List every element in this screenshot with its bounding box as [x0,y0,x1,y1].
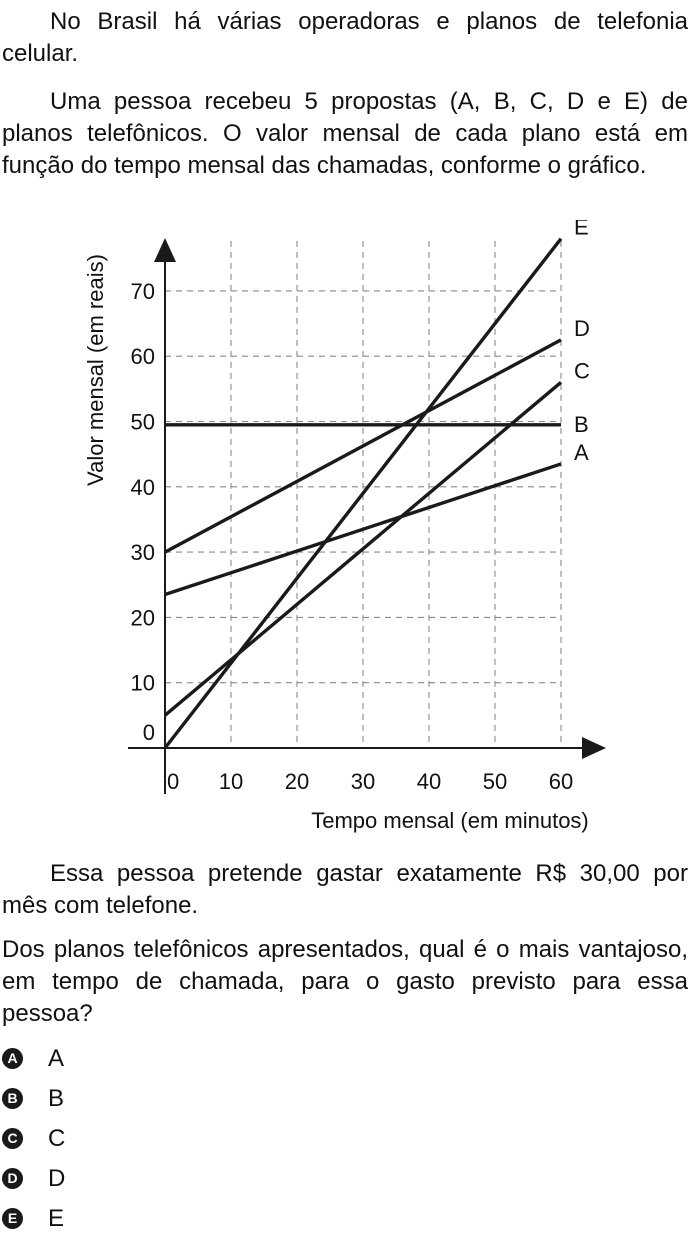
option-e-badge: E [2,1208,23,1229]
x-axis-label: Tempo mensal (em minutos) [311,808,589,833]
y-tick-label-60: 60 [131,344,155,369]
option-a-text: A [48,1045,65,1072]
option-d-text: D [48,1165,66,1192]
y-tick-label-20: 20 [131,605,155,630]
option-c-badge: C [2,1128,23,1149]
y-tick-label-70: 70 [131,279,155,304]
series-line-a [164,462,562,597]
x-tick-label-50: 50 [483,769,507,794]
budget-paragraph: Essa pessoa pretende gastar exatamente R… [2,860,688,919]
y-axis-label: Valor mensal (em reais) [83,254,108,486]
option-d-badge: D [2,1168,23,1189]
x-tick-label-40: 40 [417,769,441,794]
x-tick-label-10: 10 [219,769,243,794]
x-tick-label-30: 30 [351,769,375,794]
chart-series [163,237,563,750]
option-a-badge: A [2,1048,23,1069]
option-b[interactable]: B B [0,1083,200,1123]
series-line-d [164,338,562,554]
series-label-a: A [574,440,589,465]
chart-labels: 0 10 20 30 40 50 60 70 0 10 20 30 40 50 60 AB CD E [131,220,590,794]
series-line-c [163,381,563,717]
context-paragraph: Uma pessoa recebeu 5 propostas (A, B, C,… [2,88,688,179]
x-tick-label-20: 20 [285,769,309,794]
series-label-d: D [574,316,590,341]
option-e-text: E [48,1205,65,1232]
y-tick-label-40: 40 [131,475,155,500]
question-paragraph: Dos planos telefônicos apresentados, qua… [2,936,688,1027]
series-label-e: E [574,220,589,240]
x-axis-arrow [582,737,606,759]
series-line-e [163,237,563,750]
option-c[interactable]: C C [0,1123,200,1163]
y-axis-arrow [154,238,176,262]
x-tick-label-60: 60 [549,769,573,794]
series-label-c: C [574,358,590,383]
intro-paragraph: No Brasil há várias operadoras e planos … [2,8,688,67]
y-tick-label-50: 50 [131,410,155,435]
option-b-badge: B [2,1088,23,1109]
option-b-text: B [48,1085,65,1112]
y-tick-label-10: 10 [131,671,155,696]
y-tick-label-30: 30 [131,540,155,565]
option-d[interactable]: D D [0,1163,200,1203]
x-tick-label-0: 0 [167,769,179,794]
option-a[interactable]: A A [0,1043,200,1083]
y-tick-label-0: 0 [143,720,155,745]
line-chart: 0 10 20 30 40 50 60 70 0 10 20 30 40 50 60 AB CD E Tempo … [83,220,606,833]
chart-axes [128,238,606,794]
series-label-b: B [574,412,589,437]
option-c-text: C [48,1125,66,1152]
option-e[interactable]: E E [0,1203,200,1243]
